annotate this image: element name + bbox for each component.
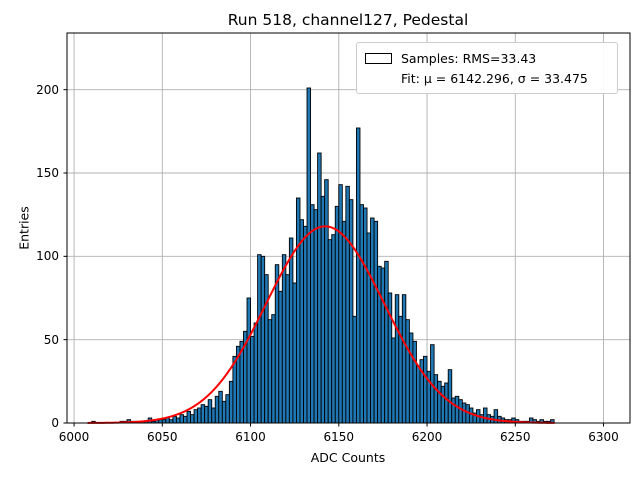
x-tick-label: 6050 [147, 430, 178, 444]
x-tick-label: 6000 [58, 430, 90, 444]
y-tick-label: 50 [43, 332, 59, 347]
y-tick-label: 150 [36, 166, 59, 180]
legend: Samples: RMS=33.43 Fit: μ = 6142.296, σ … [356, 42, 618, 94]
fit-line-swatch-icon [365, 77, 392, 80]
y-tick-label: 200 [36, 82, 59, 97]
legend-entry-fit: Fit: μ = 6142.296, σ = 33.475 [365, 69, 608, 87]
x-tick-label: 6250 [500, 430, 531, 444]
y-axis-label: Entries [16, 206, 32, 250]
x-tick-label: 6100 [235, 430, 266, 444]
y-tick-label: 100 [36, 249, 59, 264]
x-axis-label: ADC Counts [310, 450, 386, 465]
legend-entry-samples: Samples: RMS=33.43 [365, 49, 608, 67]
y-tick-label: 0 [51, 416, 59, 430]
legend-fit-label: Fit: μ = 6142.296, σ = 33.475 [401, 70, 588, 86]
samples-swatch-icon [365, 52, 392, 64]
legend-samples-label: Samples: RMS=33.43 [401, 50, 537, 66]
x-tick-label: 6150 [323, 430, 355, 444]
x-tick-label: 6300 [588, 430, 619, 444]
x-tick-label: 6200 [411, 430, 443, 444]
chart-title: Run 518, channel127, Pedestal [227, 11, 469, 29]
